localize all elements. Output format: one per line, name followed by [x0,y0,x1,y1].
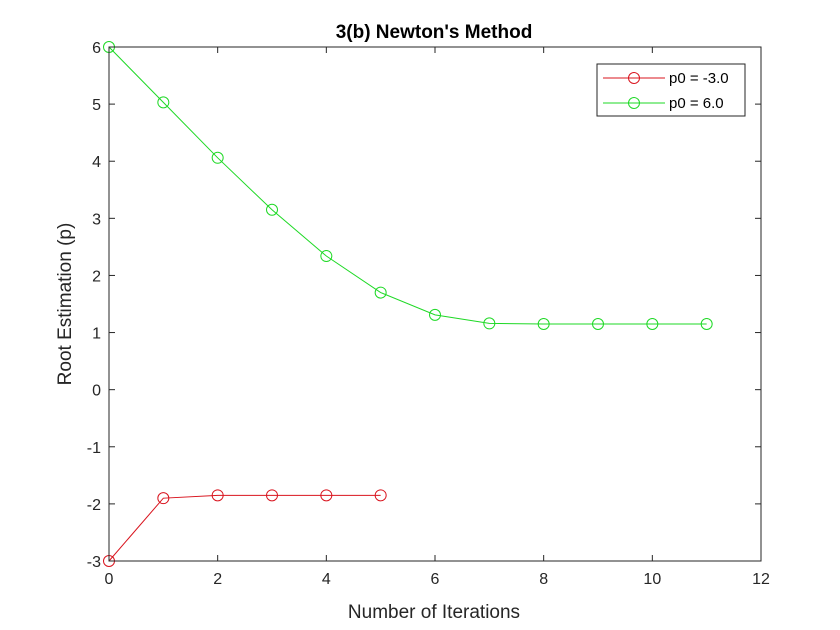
y-tick-label: 2 [92,268,101,285]
data-point-s2-9 [592,317,604,330]
data-point-s2-8 [537,317,550,330]
series-line-2 [108,46,707,325]
x-axis-label: Number of Iterations [348,602,520,623]
y-tick-label: -1 [87,440,101,457]
y-tick-label: 0 [92,383,101,400]
x-tick-label: 0 [105,571,114,588]
data-point-s2-1 [157,96,170,109]
x-tick-label: 8 [539,571,548,588]
legend-marker-1 [628,72,640,84]
data-point-s2-3 [266,203,278,216]
legend-label-2: p0 = 6.0 [669,95,724,112]
series-layer [103,41,713,567]
data-point-s1-3 [266,489,278,502]
plot-area [109,47,761,561]
y-tick-label: -2 [87,497,101,514]
legend-label-1: p0 = -3.0 [669,70,729,87]
x-tick-label: 4 [322,571,331,588]
legend-box [596,63,746,117]
data-point-s2-2 [211,151,224,164]
data-point-s2-10 [646,317,659,330]
y-tick-label: 5 [92,97,101,114]
y-tick-label: 4 [92,154,101,171]
data-point-s1-1 [157,492,170,505]
y-tick-label: 6 [92,40,101,57]
y-tick-label: 1 [92,326,101,343]
y-axis-label: Root Estimation (p) [55,223,76,386]
x-tick-label: 2 [213,571,222,588]
chart-title: 3(b) Newton's Method [336,22,533,43]
data-point-s2-6 [429,308,441,321]
data-point-s2-11 [700,317,713,330]
y-tick-label: -3 [87,554,101,571]
legend-marker-2 [628,97,640,109]
data-point-s1-5 [374,489,387,502]
data-point-s2-5 [374,286,387,299]
series-line-1 [108,494,381,562]
data-point-s2-7 [483,317,496,330]
data-point-s2-4 [320,250,333,263]
y-tick-label: 3 [92,211,101,228]
x-tick-label: 6 [431,571,440,588]
x-tick-label: 10 [643,571,661,588]
data-point-s1-2 [211,489,224,502]
data-point-s1-4 [320,489,333,502]
x-tick-label: 12 [752,571,770,588]
legend: p0 = -3.0 p0 = 6.0 [596,63,746,117]
